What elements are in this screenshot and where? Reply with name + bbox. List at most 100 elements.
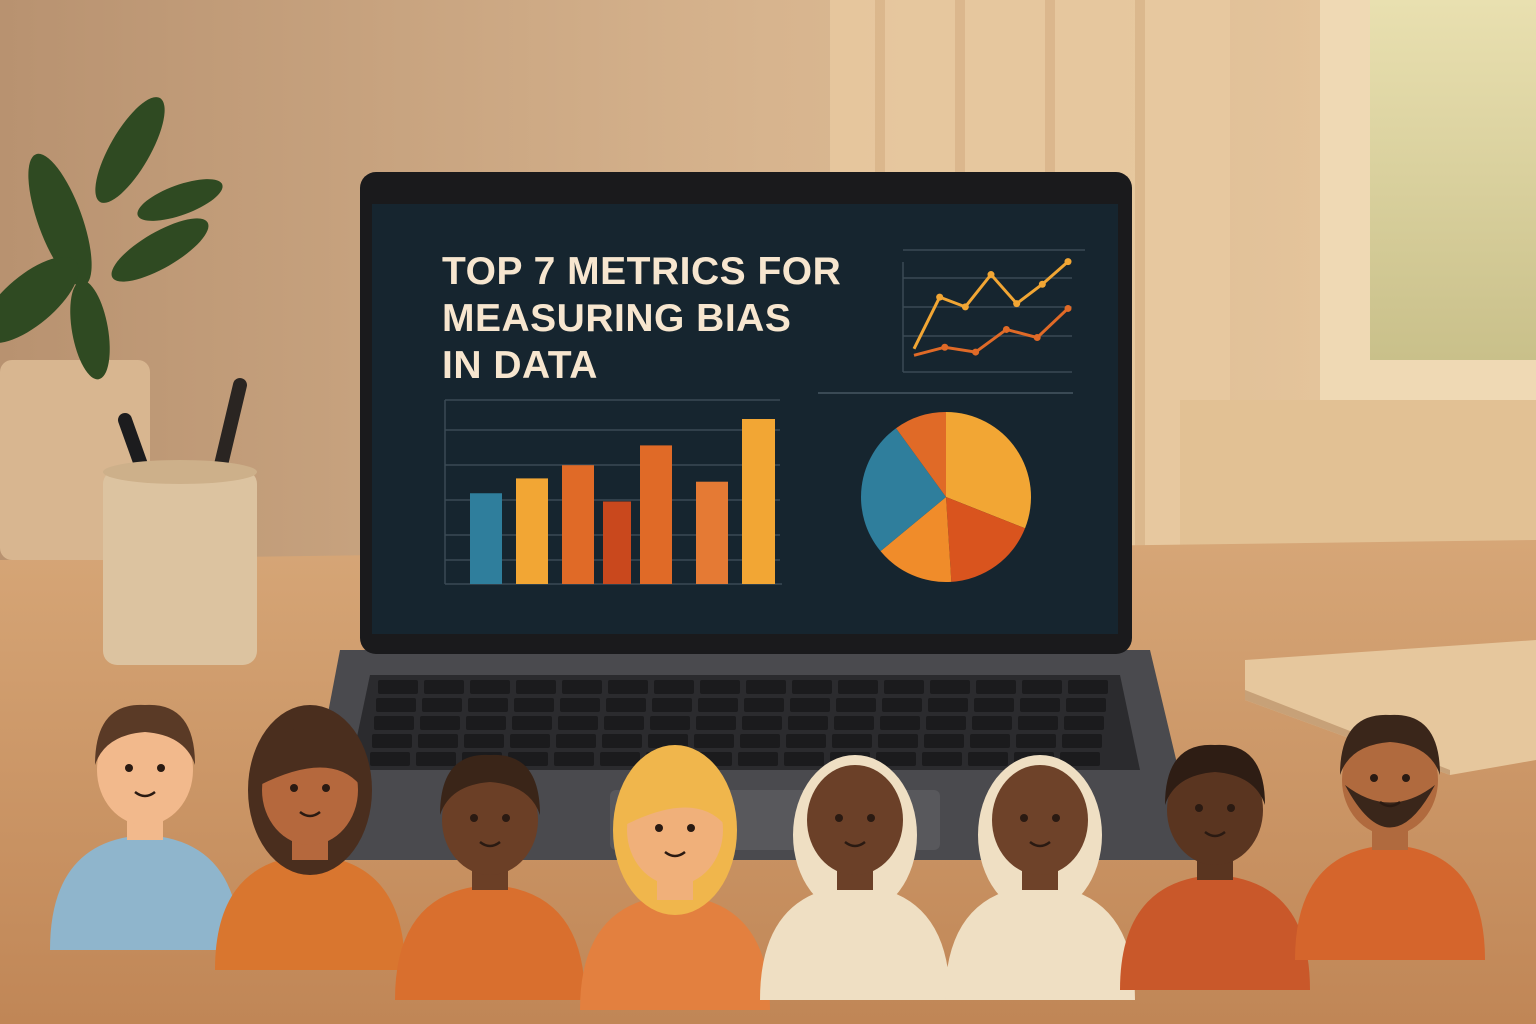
key (420, 716, 460, 730)
figurine-smile (1029, 840, 1051, 848)
key (928, 698, 968, 712)
key (466, 716, 506, 730)
key (746, 680, 786, 694)
line-point (1064, 304, 1072, 312)
figurine-body (760, 885, 950, 1000)
figurine-body (580, 895, 770, 1010)
figurine-smile (1379, 800, 1401, 808)
key (926, 716, 966, 730)
bar (696, 481, 728, 584)
line-point (972, 348, 980, 356)
key (788, 716, 828, 730)
line-point (936, 293, 944, 301)
figurine-body (215, 855, 405, 970)
key (374, 716, 414, 730)
figurine (395, 754, 585, 1000)
key (922, 752, 962, 766)
figurine-eye (1370, 774, 1378, 782)
figurine-eye (1052, 814, 1060, 822)
key (562, 680, 602, 694)
key (790, 698, 830, 712)
key (876, 752, 916, 766)
bar (640, 445, 672, 584)
key (554, 752, 594, 766)
key (880, 716, 920, 730)
figurine-eye (470, 814, 478, 822)
key (512, 716, 552, 730)
key (606, 698, 646, 712)
pie-slice (946, 497, 1026, 582)
key (468, 698, 508, 712)
pie-slice (946, 412, 1031, 529)
figurine-eye (1402, 774, 1410, 782)
figurine-hair (440, 754, 540, 815)
line-point (1013, 300, 1021, 308)
key (422, 698, 462, 712)
pen-cup (103, 378, 257, 665)
bar (516, 478, 548, 584)
key (556, 734, 596, 748)
figurine-body (1295, 845, 1485, 960)
line-point (1038, 280, 1046, 288)
figurine (215, 705, 405, 970)
figurine-smile (664, 850, 686, 858)
figurine-eye (1020, 814, 1028, 822)
figurine-eye (655, 824, 663, 832)
key (698, 698, 738, 712)
figurine-eye (867, 814, 875, 822)
key (608, 680, 648, 694)
key (560, 698, 600, 712)
key (470, 680, 510, 694)
key (1060, 752, 1100, 766)
figurine (760, 755, 950, 1000)
figurine-bangs (260, 727, 360, 785)
key (370, 752, 410, 766)
title-line-3: IN DATA (442, 344, 598, 387)
key (418, 734, 458, 748)
line-point (1033, 334, 1041, 342)
key (836, 698, 876, 712)
pie-slice (896, 412, 946, 497)
key (652, 698, 692, 712)
line-series-2 (913, 307, 1070, 357)
key (784, 752, 824, 766)
window-glass (1370, 0, 1536, 360)
figurine-head (807, 765, 903, 875)
key (650, 716, 690, 730)
bar (470, 493, 502, 584)
bar (742, 419, 775, 584)
key (1064, 716, 1104, 730)
key (694, 734, 734, 748)
screen-title: TOP 7 METRICS FOR MEASURING BIAS IN DATA (442, 248, 841, 389)
bar (562, 465, 594, 584)
line-point (1002, 325, 1010, 333)
key (1016, 734, 1056, 748)
key (792, 680, 832, 694)
line-point (1064, 258, 1072, 266)
key (516, 680, 556, 694)
key (930, 680, 970, 694)
figurine-head (1167, 755, 1263, 865)
key (968, 752, 1008, 766)
key (742, 716, 782, 730)
title-line-2: MEASURING BIAS (442, 297, 792, 340)
figurine-eye (1227, 804, 1235, 812)
key (834, 716, 874, 730)
pie-chart (861, 412, 1031, 583)
key (604, 716, 644, 730)
key (878, 734, 918, 748)
key (832, 734, 872, 748)
figurine-eye (687, 824, 695, 832)
figurine-smile (844, 840, 866, 848)
figurine (945, 755, 1135, 1000)
figurine-body (945, 885, 1135, 1000)
figurine-smile (299, 810, 321, 818)
key (464, 734, 504, 748)
key (972, 716, 1012, 730)
figurine-hair (95, 704, 195, 765)
title-line-1: TOP 7 METRICS FOR (442, 250, 842, 293)
key (416, 752, 456, 766)
keyboard-keys (370, 680, 1108, 766)
bar (603, 501, 631, 584)
